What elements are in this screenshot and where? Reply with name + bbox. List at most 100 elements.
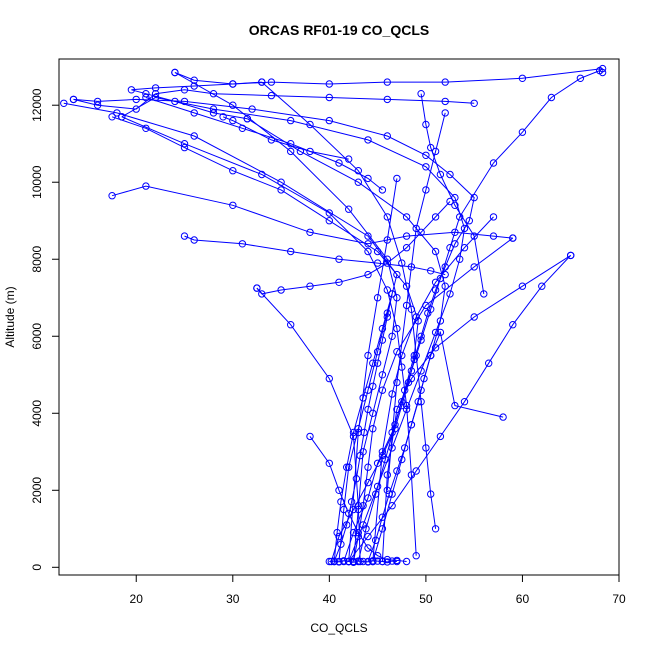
series-line-8 bbox=[353, 237, 514, 562]
data-point bbox=[142, 90, 150, 98]
data-point bbox=[354, 167, 362, 175]
data-point bbox=[489, 213, 498, 221]
data-point bbox=[364, 351, 372, 360]
data-point bbox=[431, 147, 440, 156]
data-point bbox=[373, 557, 382, 565]
data-point bbox=[108, 113, 116, 121]
series-layer bbox=[60, 64, 607, 566]
data-point bbox=[393, 270, 401, 279]
data-point bbox=[243, 115, 252, 123]
data-point bbox=[431, 328, 440, 337]
data-point bbox=[402, 244, 411, 252]
data-point bbox=[229, 167, 237, 175]
data-point bbox=[373, 459, 382, 467]
data-point bbox=[436, 274, 445, 283]
data-point bbox=[325, 459, 333, 467]
data-point bbox=[190, 82, 198, 90]
data-point bbox=[369, 425, 377, 433]
series-line-13 bbox=[261, 81, 437, 529]
data-point bbox=[325, 80, 333, 88]
data-point bbox=[431, 247, 440, 256]
data-point bbox=[108, 192, 116, 200]
data-point bbox=[436, 328, 445, 337]
data-point bbox=[410, 351, 418, 360]
x-tick-label: 40 bbox=[323, 592, 337, 606]
data-point bbox=[393, 294, 401, 302]
data-point bbox=[364, 532, 372, 541]
series-line-9 bbox=[121, 96, 466, 562]
data-point bbox=[132, 95, 140, 104]
data-point bbox=[354, 528, 362, 537]
data-point bbox=[306, 432, 314, 441]
data-point bbox=[470, 263, 478, 271]
data-point bbox=[422, 163, 430, 171]
data-point bbox=[436, 170, 445, 179]
data-point bbox=[347, 498, 356, 506]
data-point bbox=[333, 528, 341, 537]
data-point bbox=[373, 294, 382, 302]
data-point bbox=[427, 143, 435, 152]
data-point bbox=[69, 95, 78, 104]
data-point bbox=[567, 251, 575, 260]
data-point bbox=[431, 213, 440, 221]
data-point bbox=[412, 351, 420, 360]
data-point bbox=[306, 120, 314, 129]
data-point bbox=[441, 109, 449, 117]
data-point bbox=[417, 336, 425, 344]
data-point bbox=[118, 113, 126, 121]
data-point bbox=[93, 101, 102, 109]
data-point bbox=[402, 401, 411, 410]
data-point bbox=[431, 278, 440, 286]
data-point bbox=[180, 86, 189, 94]
data-point bbox=[345, 463, 353, 471]
data-point bbox=[398, 351, 406, 360]
series-line-16 bbox=[348, 255, 572, 562]
data-point bbox=[383, 486, 391, 494]
data-point bbox=[325, 557, 333, 566]
data-point bbox=[364, 494, 372, 502]
data-point bbox=[356, 557, 364, 566]
data-point bbox=[402, 282, 411, 290]
data-point bbox=[287, 321, 295, 329]
x-tick-label: 20 bbox=[130, 592, 144, 606]
data-point bbox=[345, 205, 353, 213]
data-point bbox=[335, 532, 343, 541]
data-point bbox=[412, 224, 420, 233]
data-point bbox=[229, 80, 237, 88]
data-point bbox=[388, 290, 396, 298]
data-point bbox=[373, 359, 382, 367]
data-point bbox=[359, 502, 367, 510]
data-point bbox=[383, 286, 391, 294]
data-point bbox=[209, 105, 218, 113]
series-line-30 bbox=[222, 116, 349, 160]
data-point bbox=[417, 90, 425, 98]
data-point bbox=[343, 521, 351, 529]
data-point bbox=[369, 382, 377, 390]
series-line-22 bbox=[256, 201, 451, 295]
data-point bbox=[364, 463, 372, 471]
data-point bbox=[402, 301, 411, 310]
data-point bbox=[354, 178, 362, 186]
data-point bbox=[330, 557, 338, 565]
data-point bbox=[446, 290, 454, 298]
series-line-17 bbox=[381, 254, 571, 562]
data-point bbox=[369, 557, 377, 566]
data-point bbox=[446, 170, 454, 179]
data-point bbox=[306, 282, 314, 290]
y-tick-label: 12000 bbox=[30, 88, 44, 122]
data-point bbox=[373, 259, 382, 267]
data-point bbox=[277, 186, 285, 194]
data-point bbox=[287, 247, 295, 256]
data-point bbox=[431, 525, 440, 533]
data-point bbox=[373, 552, 382, 560]
data-point bbox=[441, 97, 449, 106]
data-point bbox=[422, 120, 430, 129]
data-point bbox=[267, 91, 276, 100]
series-line-5 bbox=[174, 72, 398, 562]
data-point bbox=[364, 405, 372, 414]
y-tick-label: 4000 bbox=[30, 400, 44, 427]
series-line-14 bbox=[333, 293, 393, 562]
data-point bbox=[364, 174, 372, 183]
data-point bbox=[427, 490, 435, 498]
data-point bbox=[518, 282, 527, 290]
